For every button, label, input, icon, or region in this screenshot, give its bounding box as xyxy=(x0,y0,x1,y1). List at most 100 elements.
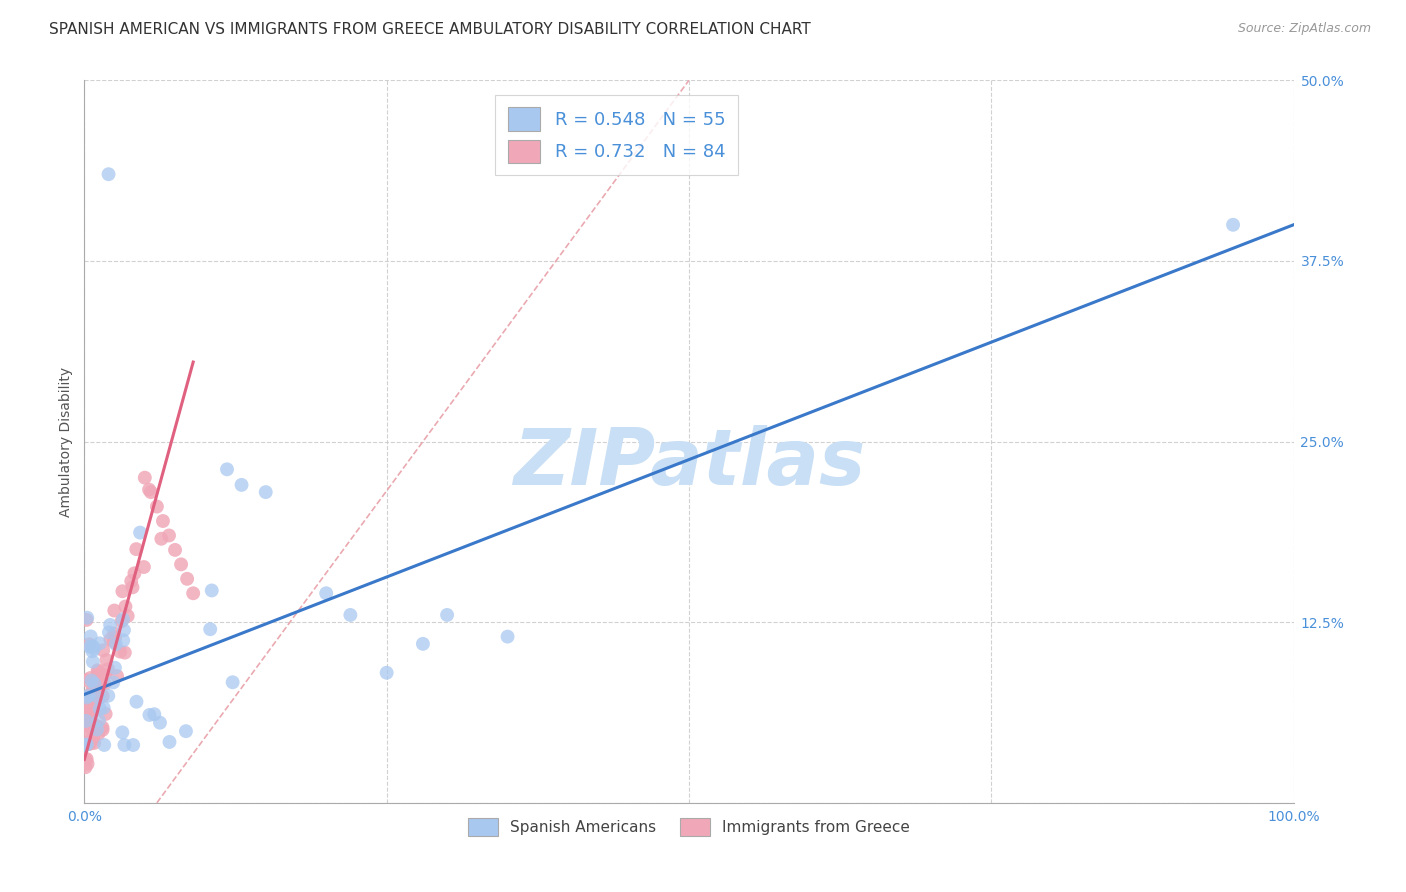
Point xyxy=(75,719,97,733)
Point xyxy=(77,697,100,711)
Point xyxy=(75,727,97,741)
Point xyxy=(87,665,110,679)
Point xyxy=(139,485,162,500)
Point xyxy=(79,702,101,716)
Point xyxy=(121,580,143,594)
Point xyxy=(79,671,101,685)
Point xyxy=(110,614,132,628)
Point xyxy=(76,752,98,766)
Text: Source: ZipAtlas.com: Source: ZipAtlas.com xyxy=(1237,22,1371,36)
Point xyxy=(97,167,120,181)
Point xyxy=(129,525,152,540)
Point xyxy=(114,599,136,614)
Point xyxy=(152,514,174,528)
Point xyxy=(80,703,103,717)
Point xyxy=(86,681,108,696)
Point xyxy=(412,637,434,651)
Point xyxy=(75,673,97,688)
Point xyxy=(75,714,97,728)
Text: ZIPatlas: ZIPatlas xyxy=(513,425,865,501)
Point xyxy=(91,720,114,734)
Point xyxy=(120,574,142,588)
Point xyxy=(159,735,181,749)
Point xyxy=(76,610,98,624)
Point xyxy=(76,707,98,722)
Point xyxy=(221,675,243,690)
Point xyxy=(112,633,135,648)
Point xyxy=(83,677,105,691)
Point xyxy=(117,609,139,624)
Point xyxy=(97,689,120,703)
Point xyxy=(83,641,105,656)
Point xyxy=(90,672,112,686)
Point xyxy=(104,637,127,651)
Point xyxy=(75,705,97,719)
Point xyxy=(103,675,125,690)
Point xyxy=(96,653,118,667)
Point xyxy=(76,613,98,627)
Point xyxy=(82,655,104,669)
Point xyxy=(125,695,148,709)
Point xyxy=(146,500,169,514)
Point xyxy=(87,690,110,705)
Point xyxy=(122,738,145,752)
Point xyxy=(82,682,104,697)
Point xyxy=(75,760,97,774)
Point xyxy=(91,643,114,657)
Point xyxy=(80,629,103,643)
Text: SPANISH AMERICAN VS IMMIGRANTS FROM GREECE AMBULATORY DISABILITY CORRELATION CHA: SPANISH AMERICAN VS IMMIGRANTS FROM GREE… xyxy=(49,22,811,37)
Point xyxy=(76,690,98,704)
Point xyxy=(93,677,115,691)
Y-axis label: Ambulatory Disability: Ambulatory Disability xyxy=(59,367,73,516)
Point xyxy=(77,700,100,714)
Point xyxy=(80,705,103,719)
Point xyxy=(176,572,198,586)
Point xyxy=(79,640,101,654)
Point xyxy=(87,714,110,728)
Point xyxy=(103,626,125,640)
Point xyxy=(104,630,127,644)
Point xyxy=(93,700,115,714)
Point xyxy=(83,694,105,708)
Point xyxy=(86,678,108,692)
Point xyxy=(86,719,108,733)
Point xyxy=(157,528,180,542)
Point xyxy=(91,723,114,737)
Point xyxy=(86,669,108,683)
Point xyxy=(315,586,337,600)
Point xyxy=(215,462,238,476)
Point xyxy=(138,708,160,723)
Point xyxy=(104,661,127,675)
Point xyxy=(125,542,148,557)
Point xyxy=(89,702,111,716)
Point xyxy=(82,731,104,746)
Point xyxy=(79,737,101,751)
Point xyxy=(86,723,108,737)
Point xyxy=(132,560,155,574)
Legend: Spanish Americans, Immigrants from Greece: Spanish Americans, Immigrants from Greec… xyxy=(461,813,917,842)
Point xyxy=(76,756,98,771)
Point xyxy=(91,690,114,704)
Point xyxy=(76,738,98,752)
Point xyxy=(76,714,98,729)
Point xyxy=(134,470,156,484)
Point xyxy=(111,612,134,626)
Point xyxy=(80,733,103,747)
Point xyxy=(80,686,103,700)
Point xyxy=(82,644,104,658)
Point xyxy=(436,607,458,622)
Point xyxy=(80,735,103,749)
Point xyxy=(86,663,108,677)
Point xyxy=(89,636,111,650)
Point xyxy=(149,715,172,730)
Point xyxy=(79,689,101,703)
Point xyxy=(375,665,398,680)
Point xyxy=(111,584,134,599)
Point xyxy=(86,719,108,733)
Point xyxy=(75,753,97,767)
Point xyxy=(83,736,105,750)
Point xyxy=(82,731,104,745)
Point xyxy=(143,707,166,722)
Point xyxy=(80,640,103,654)
Point xyxy=(174,724,197,739)
